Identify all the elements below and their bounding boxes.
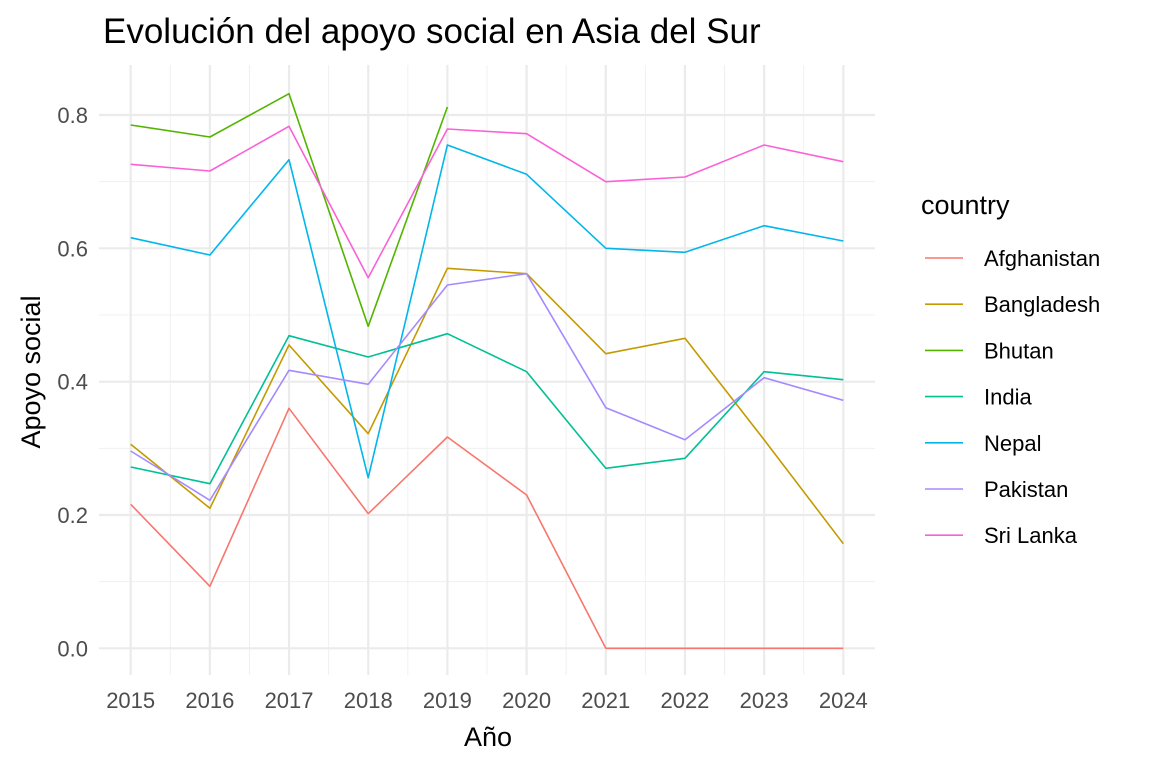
series-line-bangladesh <box>130 267 844 545</box>
series-line-sri-lanka <box>130 125 844 279</box>
series-line-bhutan <box>130 92 449 328</box>
x-tick-label: 2022 <box>660 688 709 713</box>
legend: country Afghanistan Bangladesh Bhutan India… <box>921 190 1100 548</box>
y-tick-label: 0.8 <box>57 103 88 128</box>
x-tick-label: 2016 <box>185 688 234 713</box>
x-tick-label: 2021 <box>581 688 630 713</box>
series-line-nepal <box>130 144 844 479</box>
series-line-pakistan <box>130 272 844 502</box>
y-axis-title: Apoyo social <box>16 295 46 448</box>
legend-label: Sri Lanka <box>984 523 1078 548</box>
legend-item-bangladesh: Bangladesh <box>925 292 1100 317</box>
legend-title: country <box>921 190 1010 220</box>
x-tick-label: 2019 <box>423 688 472 713</box>
x-tick-label: 2023 <box>740 688 789 713</box>
legend-item-nepal: Nepal <box>925 431 1041 456</box>
x-tick-label: 2024 <box>819 688 868 713</box>
x-tick-label: 2015 <box>106 688 155 713</box>
series-line-india <box>130 332 844 485</box>
x-tick-label: 2017 <box>265 688 314 713</box>
legend-label: Nepal <box>984 431 1041 456</box>
x-axis-title: Año <box>464 722 512 752</box>
major-gridlines <box>99 65 875 675</box>
y-tick-label: 0.2 <box>57 503 88 528</box>
x-axis-ticks: 2015 2016 2017 2018 2019 2020 2021 2022 2023 2024 <box>106 688 868 713</box>
legend-item-sri-lanka: Sri Lanka <box>925 523 1078 548</box>
legend-item-india: India <box>925 385 1032 410</box>
series-lines <box>130 92 844 650</box>
legend-item-pakistan: Pakistan <box>925 477 1068 502</box>
chart-title: Evolución del apoyo social en Asia del S… <box>103 12 761 51</box>
legend-label: India <box>984 385 1032 410</box>
y-tick-label: 0.6 <box>57 236 88 261</box>
legend-item-afghanistan: Afghanistan <box>925 246 1100 271</box>
legend-label: Pakistan <box>984 477 1068 502</box>
x-tick-label: 2018 <box>344 688 393 713</box>
series-line-afghanistan <box>130 407 844 650</box>
legend-item-bhutan: Bhutan <box>925 338 1054 363</box>
legend-label: Bangladesh <box>984 292 1100 317</box>
y-tick-label: 0.0 <box>57 636 88 661</box>
legend-label: Afghanistan <box>984 246 1100 271</box>
x-tick-label: 2020 <box>502 688 551 713</box>
y-tick-label: 0.4 <box>57 370 88 395</box>
y-axis-ticks: 0.0 0.2 0.4 0.6 0.8 <box>57 103 88 661</box>
legend-label: Bhutan <box>984 338 1054 363</box>
minor-gridlines <box>99 65 875 675</box>
